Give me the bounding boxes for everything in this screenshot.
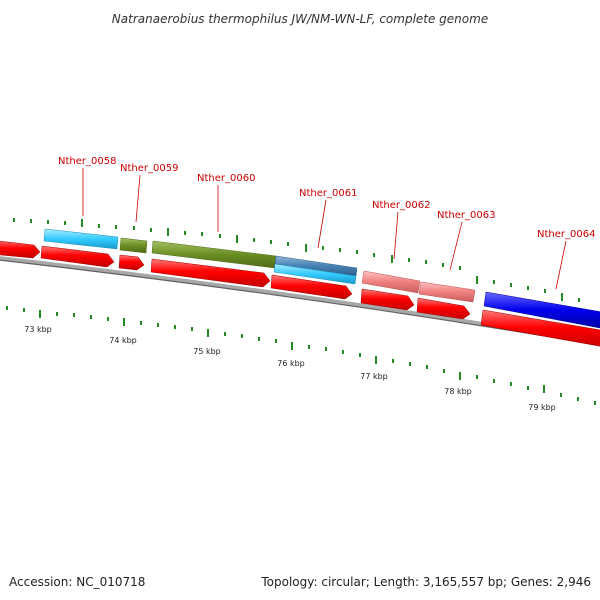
gene-label-nther-0061[interactable]: Nther_0061	[299, 188, 357, 199]
kbp-label-75: 75 kbp	[193, 347, 221, 356]
cds-arrow-4[interactable]	[150, 258, 271, 288]
outer-scale-ticks	[13, 218, 580, 302]
kbp-label-79: 79 kbp	[528, 403, 556, 412]
gene-labels: Nther_0058 Nther_0059 Nther_0060 Nther_0…	[58, 156, 595, 290]
feature-row-upper	[43, 228, 600, 329]
genome-summary-text: Topology: circular; Length: 3,165,557 bp…	[260, 575, 591, 589]
cds-arrow-2[interactable]	[40, 245, 115, 268]
kbp-label-74: 74 kbp	[109, 336, 137, 345]
cds-arrow-5[interactable]	[270, 274, 353, 300]
gene-feature-cyan-2[interactable]	[273, 263, 357, 285]
gene-feature-blue[interactable]	[483, 291, 600, 329]
cds-row-lower	[0, 240, 600, 348]
kbp-label-78: 78 kbp	[444, 387, 472, 396]
map-title: Natranaerobius thermophilus JW/NM-WN-LF,…	[112, 12, 488, 26]
cds-arrow-7[interactable]	[416, 297, 471, 320]
cds-arrow-8[interactable]	[480, 309, 600, 348]
gene-feature-cyan-1[interactable]	[43, 228, 119, 250]
gene-label-nther-0059[interactable]: Nther_0059	[120, 163, 178, 174]
gene-feature-pink-1[interactable]	[361, 270, 421, 294]
kbp-labels: 73 kbp 74 kbp 75 kbp 76 kbp 77 kbp 78 kb…	[24, 325, 556, 412]
gene-feature-pink-2[interactable]	[418, 281, 476, 303]
gene-feature-olive-1[interactable]	[119, 237, 148, 254]
gene-label-nther-0060[interactable]: Nther_0060	[197, 173, 255, 184]
inner-scale-ticks	[6, 306, 596, 405]
cds-arrow-1[interactable]	[0, 240, 41, 259]
kbp-label-76: 76 kbp	[277, 359, 305, 368]
gene-label-nther-0063[interactable]: Nther_0063	[437, 210, 495, 221]
kbp-label-73: 73 kbp	[24, 325, 52, 334]
cds-arrow-3[interactable]	[118, 254, 145, 271]
gene-label-nther-0064[interactable]: Nther_0064	[537, 229, 595, 240]
cds-arrow-6[interactable]	[360, 288, 415, 311]
gene-label-nther-0062[interactable]: Nther_0062	[372, 200, 430, 211]
accession-text: Accession: NC_010718	[9, 575, 145, 589]
gene-label-nther-0058[interactable]: Nther_0058	[58, 156, 116, 167]
kbp-label-77: 77 kbp	[360, 372, 388, 381]
